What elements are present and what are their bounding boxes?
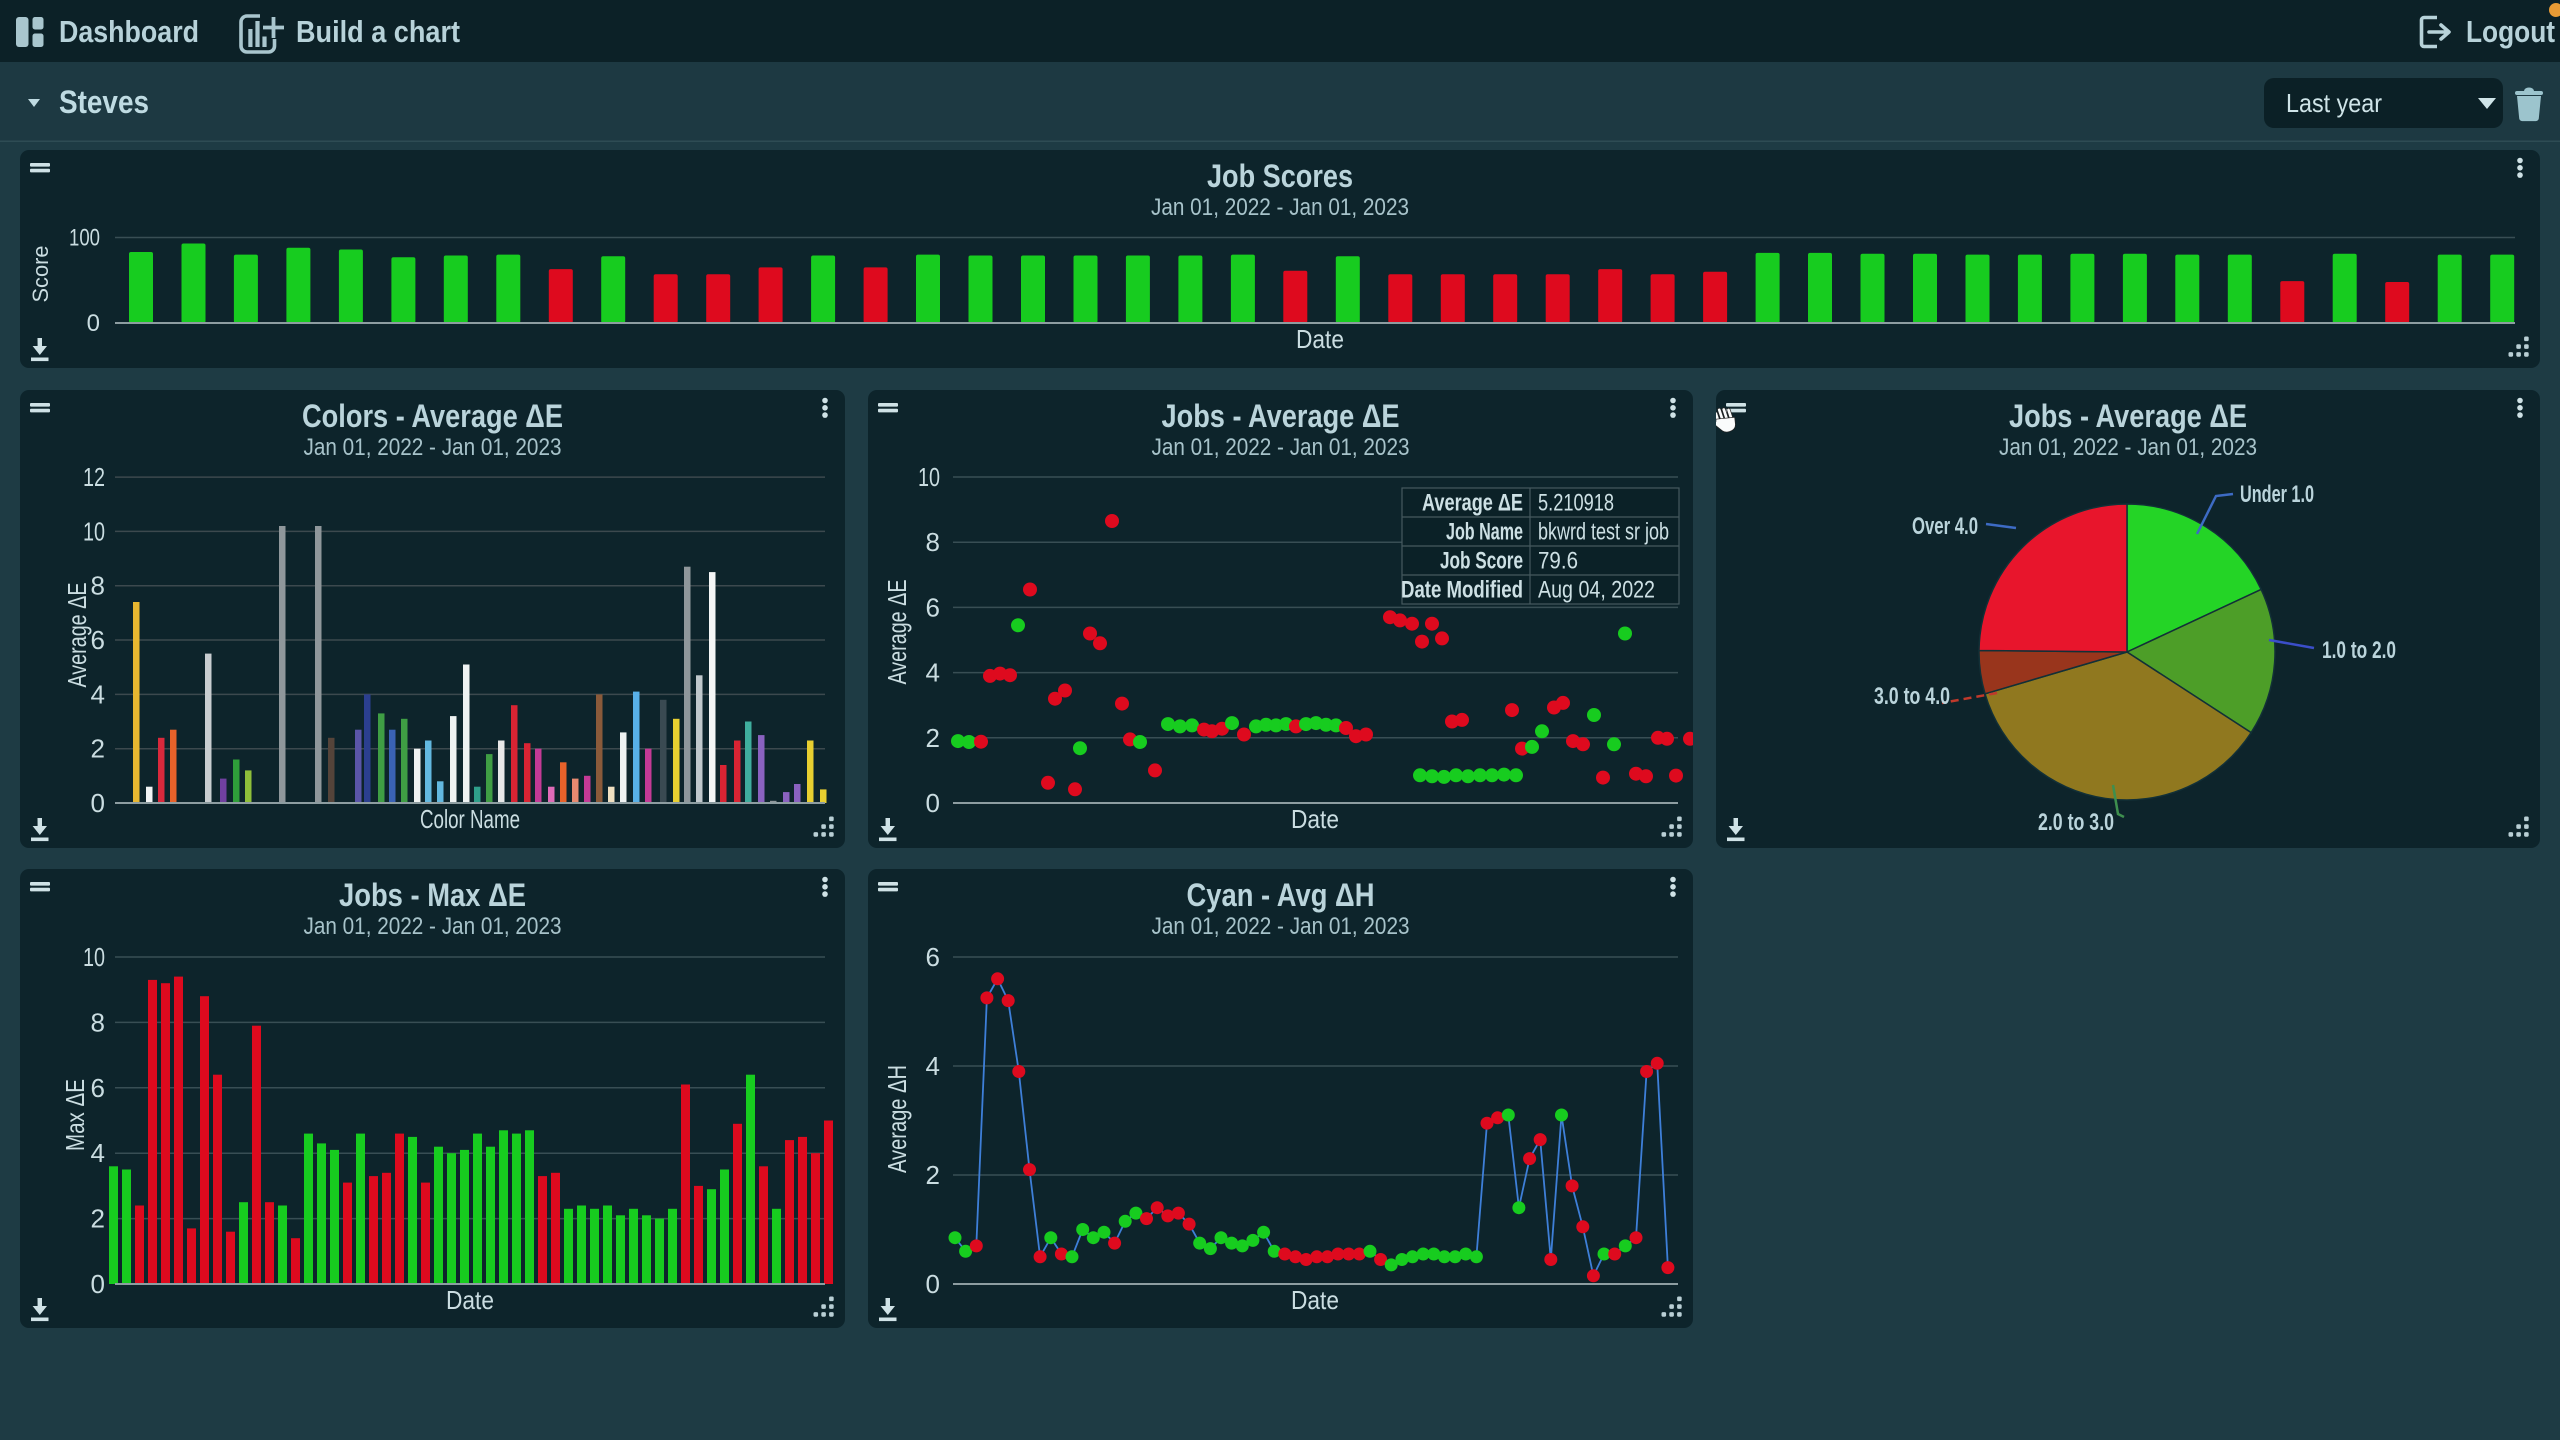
svg-text:Average ΔH: Average ΔH [882, 1065, 912, 1173]
svg-text:Date Modified: Date Modified [1401, 577, 1523, 604]
svg-text:8: 8 [926, 527, 940, 557]
svg-text:Steves: Steves [59, 84, 149, 120]
svg-text:bkwrd test sr job: bkwrd test sr job [1538, 519, 1669, 546]
svg-text:4: 4 [926, 1051, 940, 1081]
svg-text:2: 2 [926, 1160, 940, 1190]
svg-text:4: 4 [926, 658, 940, 688]
svg-text:2: 2 [91, 1204, 105, 1234]
svg-text:Jan 01, 2022 - Jan 01, 2023: Jan 01, 2022 - Jan 01, 2023 [1999, 434, 2257, 461]
svg-text:Date: Date [1291, 1285, 1339, 1315]
svg-text:Job Name: Job Name [1446, 519, 1523, 546]
svg-text:Max ΔE: Max ΔE [60, 1079, 90, 1151]
svg-text:Colors - Average ΔE: Colors - Average ΔE [302, 398, 563, 434]
svg-text:Build a chart: Build a chart [296, 14, 460, 49]
svg-text:4: 4 [91, 679, 105, 709]
svg-text:Job Scores: Job Scores [1207, 158, 1353, 194]
svg-text:Date: Date [1296, 324, 1344, 354]
svg-text:Last year: Last year [2286, 88, 2382, 118]
svg-text:Cyan - Avg ΔH: Cyan - Avg ΔH [1187, 877, 1375, 913]
svg-text:Dashboard: Dashboard [59, 14, 199, 49]
svg-text:2: 2 [926, 723, 940, 753]
svg-text:10: 10 [918, 462, 940, 492]
svg-text:Over 4.0: Over 4.0 [1912, 513, 1978, 540]
svg-text:2: 2 [91, 734, 105, 764]
svg-text:Logout: Logout [2466, 14, 2555, 49]
svg-text:2.0 to 3.0: 2.0 to 3.0 [2038, 809, 2114, 836]
svg-text:Jobs - Average ΔE: Jobs - Average ΔE [1162, 398, 1400, 434]
svg-text:Jan 01, 2022 - Jan 01, 2023: Jan 01, 2022 - Jan 01, 2023 [304, 434, 562, 461]
svg-text:Average ΔE: Average ΔE [62, 583, 92, 688]
svg-text:8: 8 [91, 571, 105, 601]
svg-text:6: 6 [91, 1073, 105, 1103]
svg-text:Jan 01, 2022 - Jan 01, 2023: Jan 01, 2022 - Jan 01, 2023 [1151, 194, 1409, 221]
svg-text:8: 8 [91, 1007, 105, 1037]
svg-text:Job Score: Job Score [1440, 548, 1523, 575]
svg-text:5.210918: 5.210918 [1538, 490, 1614, 517]
svg-text:0: 0 [91, 1269, 105, 1299]
svg-text:Aug 04, 2022: Aug 04, 2022 [1538, 577, 1655, 604]
svg-text:Date: Date [446, 1285, 494, 1315]
svg-text:1.0 to 2.0: 1.0 to 2.0 [2322, 637, 2396, 664]
svg-text:0: 0 [926, 1269, 940, 1299]
svg-text:6: 6 [91, 625, 105, 655]
svg-text:Jobs - Average ΔE: Jobs - Average ΔE [2009, 398, 2247, 434]
svg-text:6: 6 [926, 942, 940, 972]
svg-text:3.0 to 4.0: 3.0 to 4.0 [1874, 683, 1950, 710]
svg-text:12: 12 [83, 462, 105, 492]
svg-text:Under 1.0: Under 1.0 [2240, 481, 2314, 508]
svg-text:Jobs - Max ΔE: Jobs - Max ΔE [339, 877, 526, 913]
svg-text:Color Name: Color Name [420, 804, 520, 834]
svg-text:Score: Score [28, 246, 53, 303]
svg-text:10: 10 [83, 516, 105, 546]
svg-text:Date: Date [1291, 804, 1339, 834]
svg-text:0: 0 [91, 788, 105, 818]
svg-text:6: 6 [926, 592, 940, 622]
svg-text:0: 0 [926, 788, 940, 818]
svg-text:4: 4 [91, 1138, 105, 1168]
svg-text:0: 0 [87, 310, 100, 337]
svg-text:Average ΔE: Average ΔE [1422, 490, 1523, 517]
svg-text:Jan 01, 2022 - Jan 01, 2023: Jan 01, 2022 - Jan 01, 2023 [1152, 913, 1410, 940]
svg-text:10: 10 [83, 942, 105, 972]
svg-text:79.6: 79.6 [1538, 548, 1578, 575]
svg-text:Jan 01, 2022 - Jan 01, 2023: Jan 01, 2022 - Jan 01, 2023 [1152, 434, 1410, 461]
svg-text:Average ΔE: Average ΔE [882, 580, 912, 685]
svg-text:Jan 01, 2022 - Jan 01, 2023: Jan 01, 2022 - Jan 01, 2023 [304, 913, 562, 940]
svg-text:100: 100 [69, 225, 100, 252]
